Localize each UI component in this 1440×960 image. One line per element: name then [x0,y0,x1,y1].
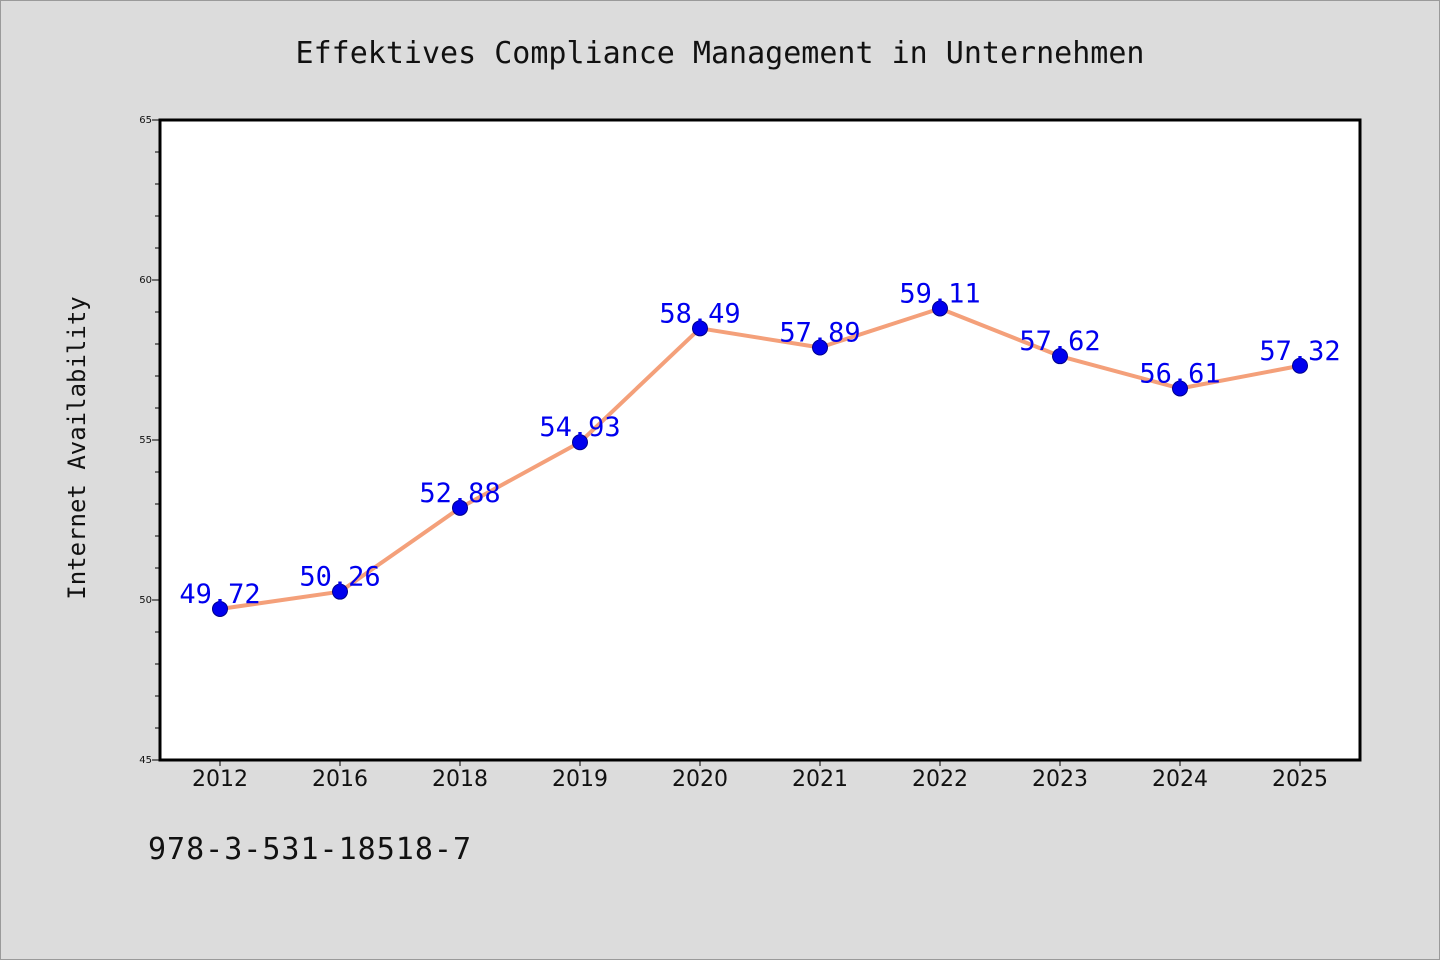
data-label: 50.26 [299,562,380,593]
data-label: 57.89 [779,318,860,349]
y-tick-label: 50 [139,595,152,606]
data-label: 58.49 [659,298,740,329]
plot-frame [158,118,1362,762]
y-tick-label: 55 [139,435,152,446]
data-point [452,499,468,516]
data-point [212,600,228,617]
y-tick-label: 45 [139,755,152,766]
x-tick-label: 2021 [792,767,848,792]
data-point [1172,380,1188,397]
x-tick-label: 2012 [192,767,248,792]
x-tick-label: 2018 [432,767,488,792]
chart-title: Effektives Compliance Management in Unte… [296,36,1145,71]
data-point [572,434,588,451]
y-tick-label: 65 [139,115,152,126]
data-label: 54.93 [539,412,620,443]
x-tick-label: 2022 [912,767,968,792]
data-markers [212,300,1308,617]
x-tick-label: 2019 [552,767,608,792]
data-point [812,339,828,356]
data-label: 49.72 [179,579,260,610]
data-point [1052,348,1068,365]
x-tick-label: 2020 [672,767,728,792]
data-label: 56.61 [1139,358,1220,389]
x-axis: 2012 2016 2018 2019 2020 2021 2022 2023 2024 2025 [192,760,1328,792]
data-label: 59.11 [899,278,980,309]
footer-code: 978-3-531-18518-7 [148,832,473,867]
x-tick-label: 2023 [1032,767,1088,792]
data-point [332,583,348,600]
x-tick-label: 2025 [1272,767,1328,792]
x-tick-label: 2016 [312,767,368,792]
y-tick-label: 60 [139,275,152,286]
y-axis-label: Internet Availability [63,296,91,599]
series-line-group [218,306,1302,611]
x-tick-label: 2024 [1152,767,1208,792]
series-line [218,306,1302,611]
data-point [1292,357,1308,374]
data-point [692,320,708,337]
data-label: 57.32 [1259,336,1340,367]
data-label: 57.62 [1019,326,1100,357]
data-labels: 49.72 50.26 52.88 54.93 58.49 57.89 59.11 57.62… [179,278,1340,609]
plot-area [160,120,1360,760]
data-point [932,300,948,317]
data-label: 52.88 [419,478,500,509]
